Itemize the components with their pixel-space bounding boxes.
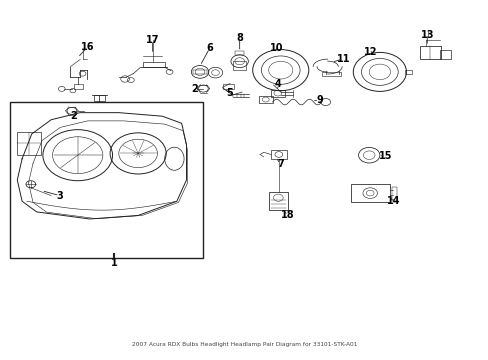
Bar <box>193 70 206 74</box>
Text: 11: 11 <box>336 54 349 64</box>
Text: 6: 6 <box>206 43 213 53</box>
Text: 2007 Acura RDX Bulbs Headlight Headlamp Pair Diagram for 33101-STK-A01: 2007 Acura RDX Bulbs Headlight Headlamp … <box>132 342 356 347</box>
Bar <box>17 132 41 155</box>
Text: 16: 16 <box>81 42 94 52</box>
Text: 13: 13 <box>420 30 433 40</box>
Bar <box>74 84 83 89</box>
Bar <box>404 70 411 74</box>
Bar <box>223 84 233 89</box>
Text: 18: 18 <box>281 211 294 220</box>
Bar <box>321 72 341 76</box>
Bar <box>350 184 389 202</box>
Text: 17: 17 <box>145 35 159 45</box>
Text: 1: 1 <box>110 258 117 268</box>
Text: 8: 8 <box>236 33 243 43</box>
Bar <box>232 61 246 70</box>
Text: 10: 10 <box>269 43 283 53</box>
Text: 14: 14 <box>386 196 399 206</box>
Bar <box>10 102 203 258</box>
Bar <box>270 150 286 159</box>
Bar <box>270 90 284 97</box>
Text: 4: 4 <box>274 79 281 89</box>
Bar <box>142 62 164 67</box>
Bar <box>94 95 105 101</box>
Text: 15: 15 <box>378 151 391 161</box>
Text: 12: 12 <box>364 47 377 57</box>
Text: 7: 7 <box>276 159 283 169</box>
Text: 5: 5 <box>226 88 233 98</box>
Text: 2: 2 <box>191 84 198 94</box>
Bar <box>439 50 450 59</box>
Bar <box>392 187 396 201</box>
Bar <box>234 51 244 55</box>
Text: 3: 3 <box>56 190 63 201</box>
Bar <box>259 96 272 103</box>
Bar <box>419 46 440 59</box>
Bar <box>268 192 287 210</box>
Text: 2: 2 <box>70 111 77 121</box>
Text: 9: 9 <box>315 95 322 105</box>
